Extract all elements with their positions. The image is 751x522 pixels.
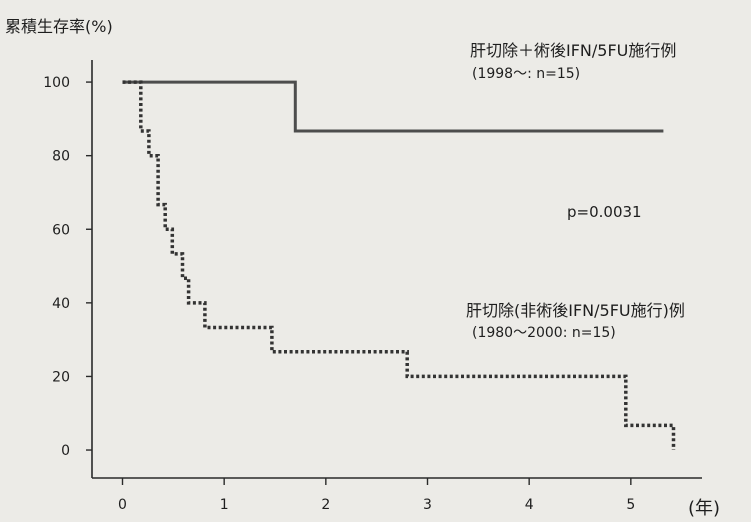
p-value-annotation: p=0.0031 [567, 203, 642, 221]
y-axis-ticks: 0 20 40 60 80 100 [43, 75, 92, 459]
x-axis-title: (年) [688, 498, 720, 519]
y-tick-label: 20 [52, 369, 70, 385]
y-tick-label: 40 [52, 296, 70, 312]
y-tick-label: 100 [43, 75, 70, 91]
series-note-ifn-5fu: (1998〜: n=15) [472, 66, 580, 82]
x-tick-label: 5 [626, 497, 635, 513]
survival-curve-control [122, 80, 676, 450]
y-tick-label: 0 [61, 443, 70, 459]
survival-curves [122, 80, 676, 450]
x-tick-label: 3 [423, 497, 432, 513]
x-tick-label: 1 [220, 497, 229, 513]
x-axis-ticks: 0 1 2 3 4 5 [118, 478, 635, 513]
x-tick-label: 2 [321, 497, 330, 513]
x-tick-label: 0 [118, 497, 127, 513]
x-tick-label: 4 [525, 497, 534, 513]
survival-curve-ifn-5fu [122, 80, 664, 133]
y-axis-title: 累積生存率(%) [5, 17, 113, 36]
y-tick-label: 60 [52, 222, 70, 238]
series-note-control: (1980〜2000: n=15) [472, 325, 616, 341]
series-label-ifn-5fu: 肝切除＋術後IFN/5FU施行例 [470, 41, 676, 60]
y-tick-label: 80 [52, 149, 70, 165]
series-label-control: 肝切除(非術後IFN/5FU施行)例 [466, 301, 685, 320]
